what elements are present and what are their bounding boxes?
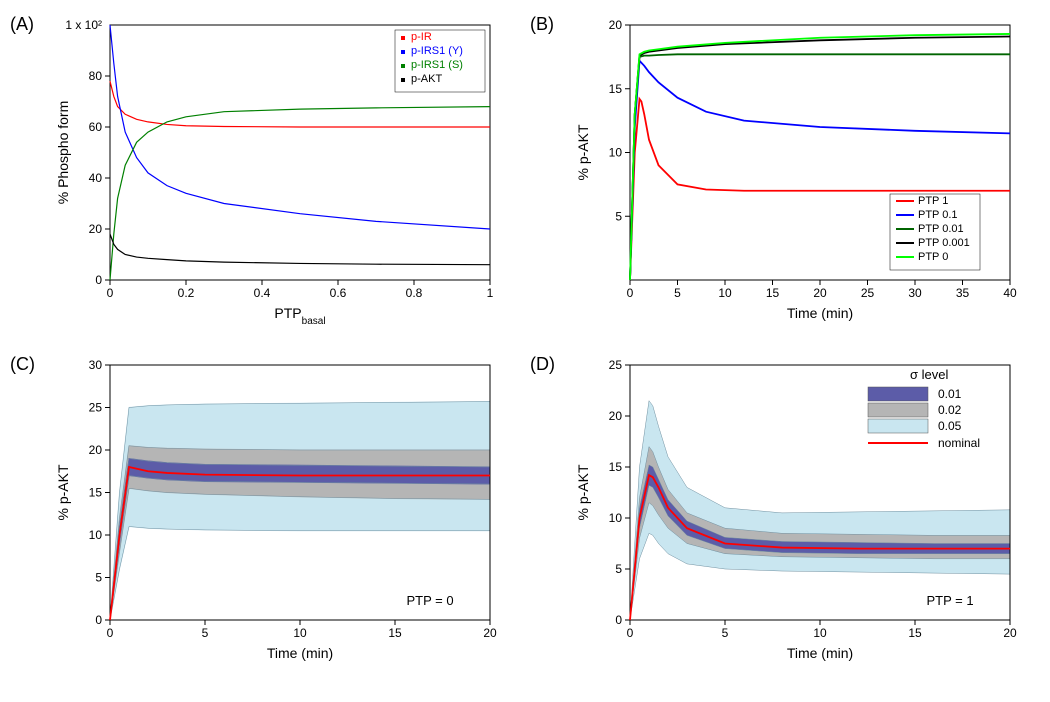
svg-text:% Phospho form: % Phospho form bbox=[55, 101, 71, 205]
svg-text:10: 10 bbox=[813, 626, 827, 640]
svg-text:15: 15 bbox=[908, 626, 922, 640]
figure-grid: (A) 00.20.40.60.81020406080% Phospho for… bbox=[10, 10, 1040, 670]
svg-text:15: 15 bbox=[609, 82, 623, 96]
svg-text:20: 20 bbox=[89, 222, 103, 236]
svg-text:PTP = 0: PTP = 0 bbox=[406, 593, 453, 608]
svg-text:10: 10 bbox=[89, 528, 103, 542]
svg-text:p-IRS1 (S): p-IRS1 (S) bbox=[411, 59, 463, 71]
svg-text:20: 20 bbox=[1003, 626, 1017, 640]
panel-d-label: (D) bbox=[530, 350, 560, 670]
svg-text:0: 0 bbox=[627, 626, 634, 640]
svg-text:σ level: σ level bbox=[910, 367, 948, 382]
svg-text:1: 1 bbox=[487, 286, 494, 300]
svg-text:Time (min): Time (min) bbox=[787, 305, 853, 321]
svg-text:0: 0 bbox=[107, 286, 114, 300]
svg-text:0.6: 0.6 bbox=[330, 286, 347, 300]
svg-text:20: 20 bbox=[483, 626, 497, 640]
svg-text:Time (min): Time (min) bbox=[267, 645, 333, 661]
svg-text:0.4: 0.4 bbox=[254, 286, 271, 300]
svg-text:25: 25 bbox=[89, 401, 103, 415]
svg-text:20: 20 bbox=[609, 409, 623, 423]
svg-text:30: 30 bbox=[908, 286, 922, 300]
svg-text:30: 30 bbox=[89, 358, 103, 372]
svg-text:80: 80 bbox=[89, 69, 103, 83]
svg-text:5: 5 bbox=[95, 571, 102, 585]
svg-text:PTP 0.001: PTP 0.001 bbox=[918, 237, 970, 249]
svg-text:25: 25 bbox=[609, 358, 623, 372]
svg-text:5: 5 bbox=[674, 286, 681, 300]
panel-a-label: (A) bbox=[10, 10, 40, 330]
svg-text:0: 0 bbox=[95, 273, 102, 287]
svg-text:PTPbasal: PTPbasal bbox=[274, 305, 325, 327]
svg-text:60: 60 bbox=[89, 120, 103, 134]
svg-text:PTP 0.01: PTP 0.01 bbox=[918, 223, 964, 235]
panel-a-chart: 0 0.2 0.4 0.6 0.8 1 0 20 40 60 80 % Phospho form PTP… bbox=[50, 10, 520, 330]
svg-text:0: 0 bbox=[95, 613, 102, 627]
svg-text:0: 0 bbox=[627, 286, 634, 300]
svg-text:40: 40 bbox=[89, 171, 103, 185]
svg-text:15: 15 bbox=[766, 286, 780, 300]
svg-text:5: 5 bbox=[202, 626, 209, 640]
svg-text:PTP = 1: PTP = 1 bbox=[926, 593, 973, 608]
svg-text:Time (min): Time (min) bbox=[787, 645, 853, 661]
svg-text:15: 15 bbox=[89, 486, 103, 500]
svg-text:0: 0 bbox=[107, 626, 114, 640]
svg-text:p-IR: p-IR bbox=[411, 31, 432, 43]
svg-text:20: 20 bbox=[813, 286, 827, 300]
svg-text:0.05: 0.05 bbox=[938, 419, 962, 433]
svg-text:5: 5 bbox=[615, 562, 622, 576]
svg-text:% p-AKT: % p-AKT bbox=[575, 124, 591, 180]
svg-text:0.2: 0.2 bbox=[178, 286, 195, 300]
svg-text:5: 5 bbox=[722, 626, 729, 640]
svg-text:1 x 10²: 1 x 10² bbox=[65, 18, 102, 32]
svg-text:0.8: 0.8 bbox=[406, 286, 423, 300]
svg-text:% p-AKT: % p-AKT bbox=[575, 464, 591, 520]
svg-text:PTP 1: PTP 1 bbox=[918, 195, 948, 207]
svg-text:p-IRS1 (Y): p-IRS1 (Y) bbox=[411, 45, 463, 57]
panel-b-label: (B) bbox=[530, 10, 560, 330]
panel-c-chart: 0 5 10 15 20 0 5 10 15 20 25 30 Time (min) % p-AKT PTP… bbox=[50, 350, 520, 670]
svg-text:40: 40 bbox=[1003, 286, 1017, 300]
svg-text:5: 5 bbox=[615, 209, 622, 223]
svg-text:0: 0 bbox=[615, 613, 622, 627]
svg-text:PTP 0: PTP 0 bbox=[918, 251, 948, 263]
svg-text:p-AKT: p-AKT bbox=[411, 73, 442, 85]
svg-text:0.01: 0.01 bbox=[938, 387, 962, 401]
panel-b-chart: 0 5 10 15 20 25 30 35 40 5 10 15 20 Time (min) % p-AKT… bbox=[570, 10, 1040, 330]
svg-text:15: 15 bbox=[609, 460, 623, 474]
svg-text:25: 25 bbox=[861, 286, 875, 300]
svg-text:10: 10 bbox=[718, 286, 732, 300]
panel-c-label: (C) bbox=[10, 350, 40, 670]
svg-text:0.02: 0.02 bbox=[938, 403, 962, 417]
svg-text:20: 20 bbox=[89, 443, 103, 457]
svg-text:35: 35 bbox=[956, 286, 970, 300]
svg-text:% p-AKT: % p-AKT bbox=[55, 464, 71, 520]
svg-text:10: 10 bbox=[609, 146, 623, 160]
svg-text:nominal: nominal bbox=[938, 436, 980, 450]
svg-text:10: 10 bbox=[609, 511, 623, 525]
svg-text:10: 10 bbox=[293, 626, 307, 640]
svg-text:15: 15 bbox=[388, 626, 402, 640]
svg-text:20: 20 bbox=[609, 18, 623, 32]
svg-text:PTP 0.1: PTP 0.1 bbox=[918, 209, 958, 221]
panel-d-chart: 0 5 10 15 20 0 5 10 15 20 25 Time (min) % p-AKT PTP =… bbox=[570, 350, 1040, 670]
